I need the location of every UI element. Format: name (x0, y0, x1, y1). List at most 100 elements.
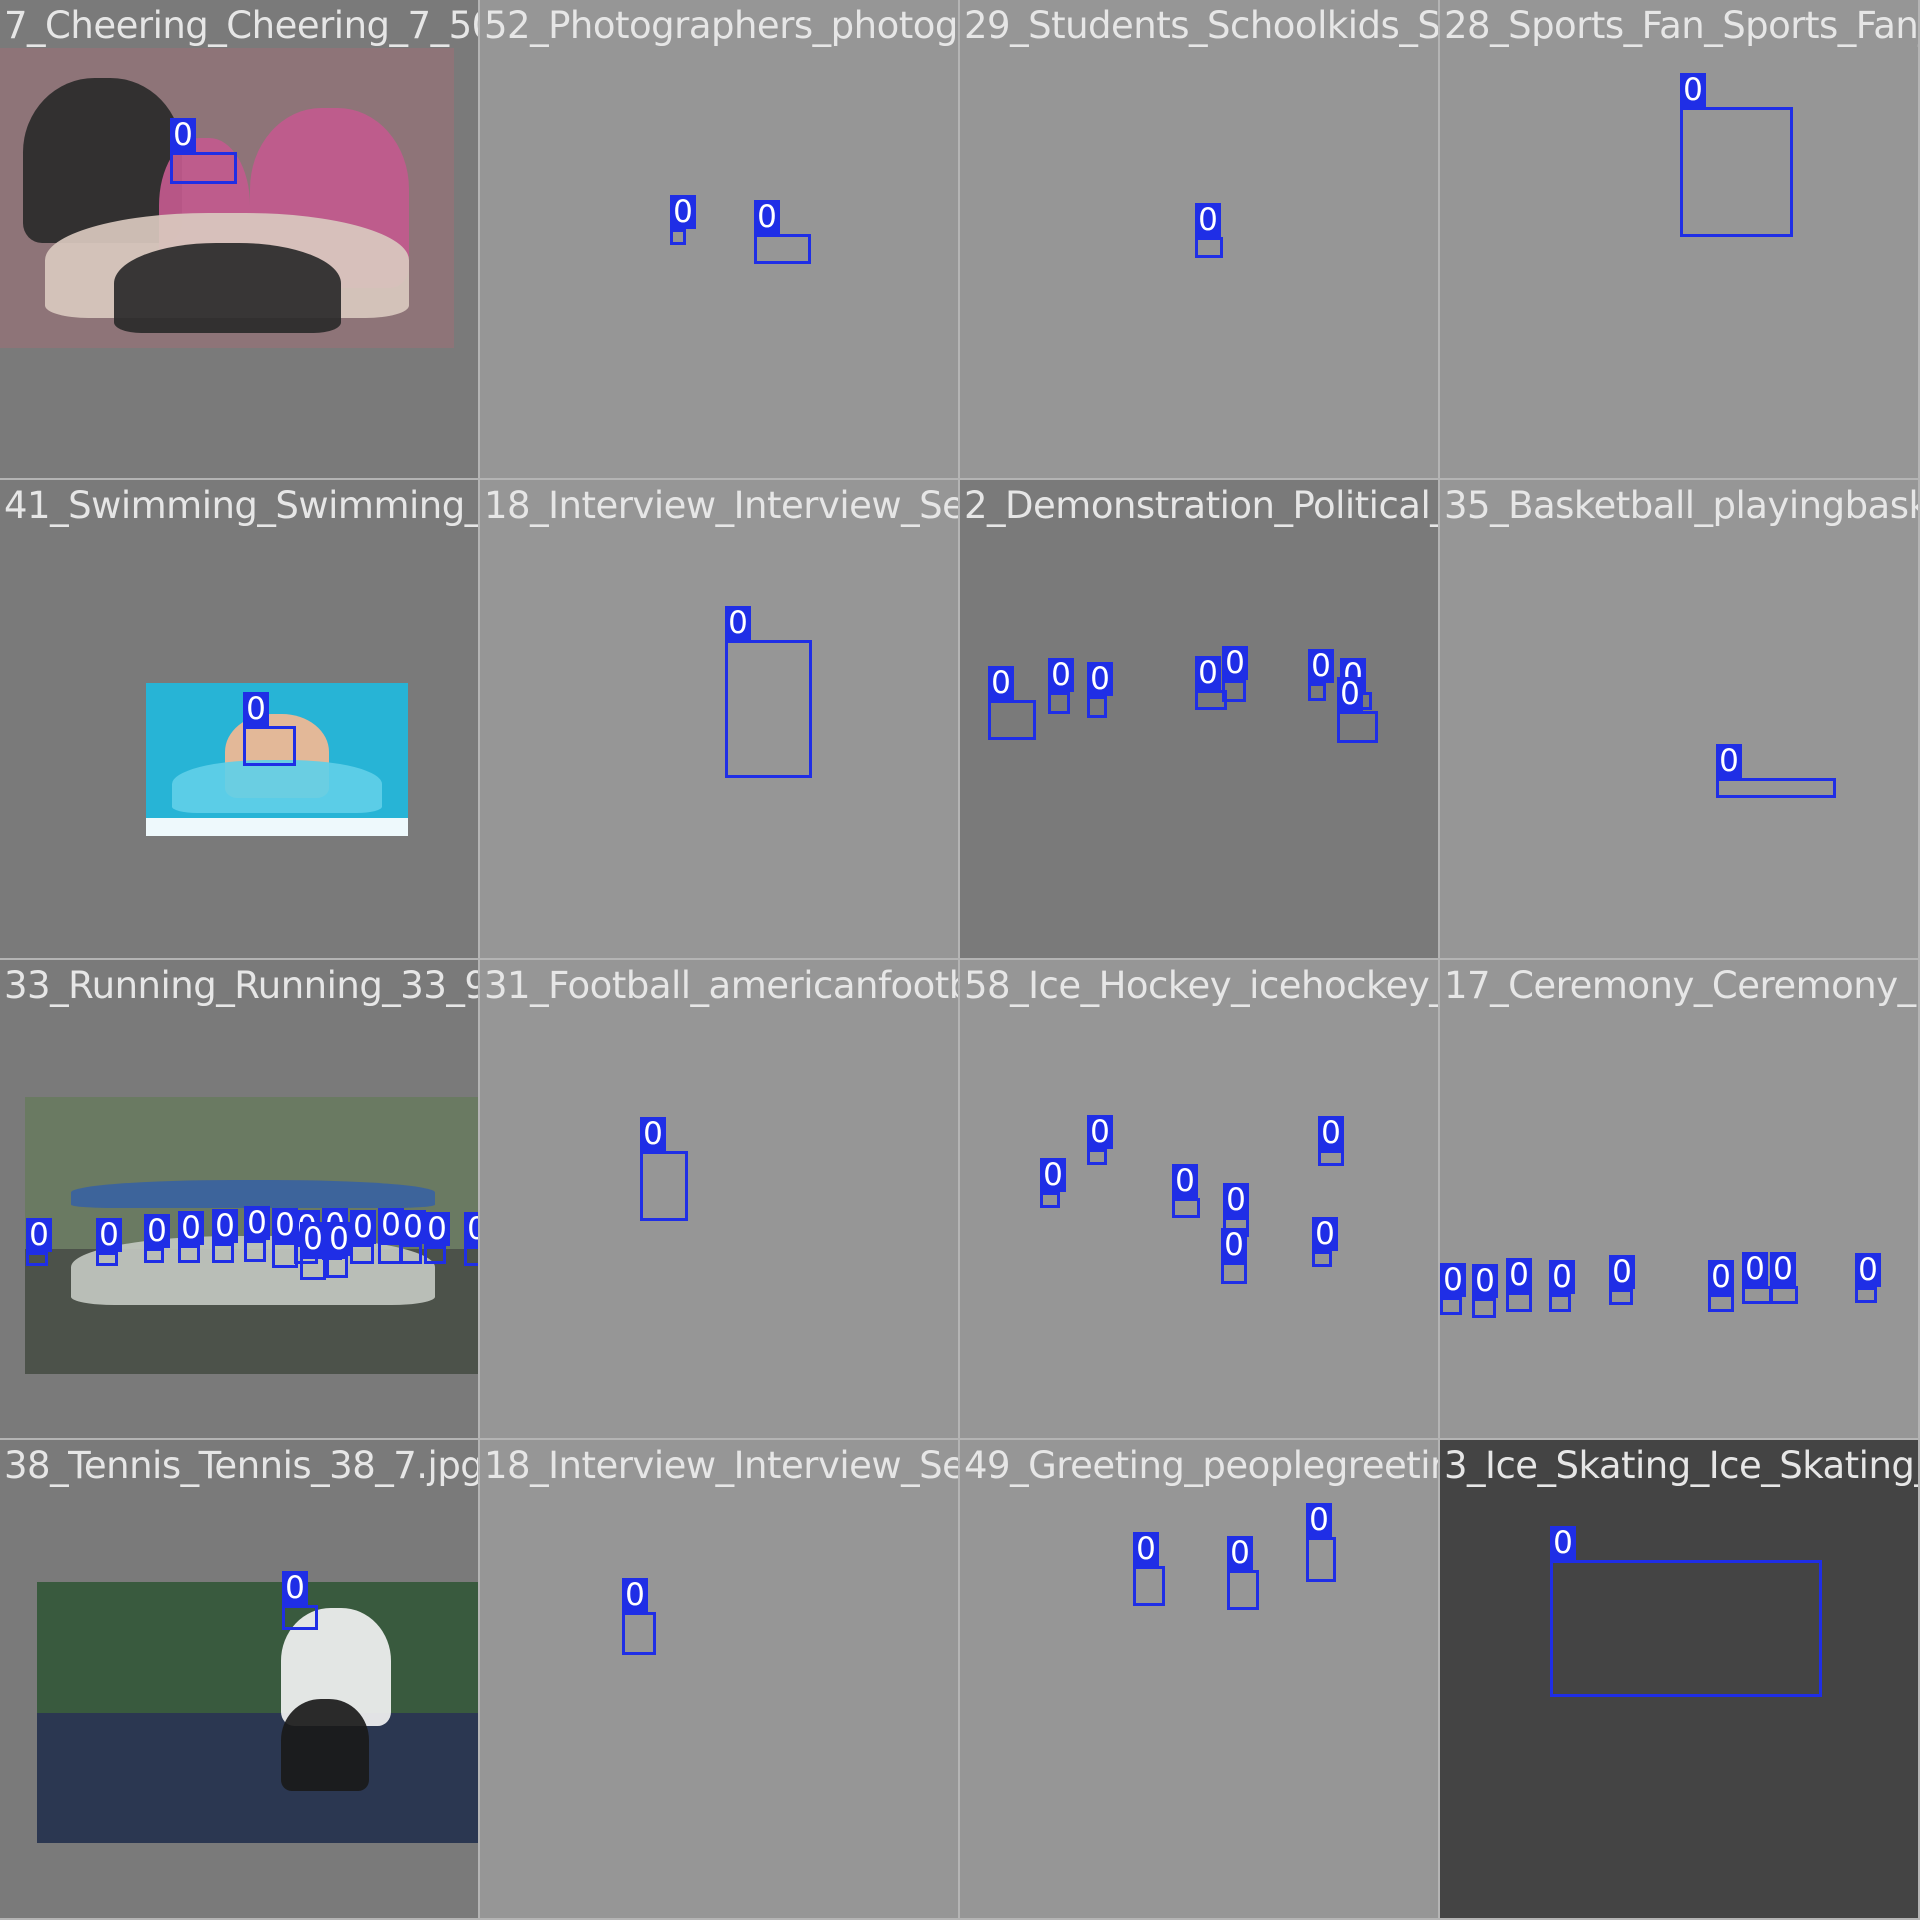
tile-filename: 33_Running_Running_33_96.jpg (4, 964, 478, 1007)
face-detection-box: 0 (170, 118, 237, 184)
mosaic-tile: Clip49_Greeting_peoplegreeting_49_56.jpg… (960, 1440, 1440, 1920)
class-label-tag: 0 (282, 1571, 308, 1605)
class-label-tag: 0 (378, 1208, 404, 1242)
mosaic-tile: 17_Ceremony_Ceremony_17_6.jpg000000000 (1440, 960, 1920, 1440)
tile-filename: 28_Sports_Fan_Sports_Fan_28 (1444, 4, 1919, 47)
tile-photo (146, 683, 408, 836)
face-detection-box: 0 (1172, 1164, 1200, 1218)
class-label-tag: 0 (272, 1208, 298, 1242)
tile-filename: 7_Cheering_Cheering_7_506.jpg (4, 4, 478, 47)
class-label-tag: 0 (1172, 1164, 1198, 1198)
photo-region (37, 1582, 478, 1713)
class-label-tag: 0 (96, 1218, 122, 1252)
class-label-tag: 0 (1855, 1253, 1881, 1287)
face-detection-box: 0 (282, 1571, 318, 1630)
tile-filename: 52_Photographers_photographertakingphoto… (484, 4, 958, 47)
face-detection-box: 0 (1087, 662, 1113, 718)
class-label-tag: 0 (988, 666, 1014, 700)
face-detection-box: 0 (1855, 1253, 1881, 1303)
face-detection-box: 0 (1472, 1264, 1498, 1318)
photo-region (37, 1712, 478, 1843)
face-detection-box: 0 (1708, 1260, 1734, 1312)
class-label-tag: 0 (640, 1117, 666, 1151)
face-detection-box: 0 (1195, 203, 1223, 258)
mosaic-tile: 33_Running_Running_33_96.jpg000000000000… (0, 960, 480, 1440)
class-label-tag: 0 (1087, 1115, 1113, 1149)
face-detection-box: 0 (464, 1212, 478, 1266)
tile-filename: 18_Interview_Interview_Sequences_18_69.j… (484, 484, 958, 527)
class-label-tag: 0 (464, 1212, 478, 1246)
class-label-tag: 0 (1440, 1263, 1466, 1297)
face-detection-box: 0 (272, 1208, 298, 1268)
face-detection-box: 0 (1318, 1116, 1344, 1166)
class-label-tag: 0 (1708, 1260, 1734, 1294)
class-label-tag: 0 (1221, 1228, 1247, 1262)
face-detection-box: 0 (1506, 1258, 1532, 1312)
face-detection-box: 0 (326, 1222, 352, 1278)
face-detection-box: 0 (1040, 1158, 1066, 1208)
class-label-tag: 0 (1716, 744, 1742, 778)
face-detection-box: 0 (1227, 1536, 1259, 1610)
photo-region (172, 759, 382, 814)
face-detection-box: 0 (670, 195, 696, 245)
face-detection-box: 0 (212, 1209, 238, 1263)
class-label-tag: 0 (1087, 662, 1113, 696)
class-label-tag: 0 (725, 606, 751, 640)
class-label-tag: 0 (1040, 1158, 1066, 1192)
face-detection-box: 0 (400, 1210, 426, 1264)
class-label-tag: 0 (670, 195, 696, 229)
face-detection-box: 0 (244, 1206, 270, 1262)
photo-region (70, 1180, 435, 1208)
face-detection-box: 0 (622, 1578, 656, 1655)
face-detection-box: 0 (378, 1208, 404, 1264)
class-label-tag: 0 (424, 1212, 450, 1246)
class-label-tag: 0 (754, 200, 780, 234)
mosaic-tile: 2_Demonstration_Political_Rally_2_329.jp… (960, 480, 1440, 960)
class-label-tag: 0 (26, 1218, 52, 1252)
class-label-tag: 0 (1550, 1526, 1576, 1560)
face-detection-box: 0 (350, 1210, 376, 1264)
face-detection-box: 0 (754, 200, 811, 264)
tile-filename: 3_Ice_Skating_Ice_Skating_3_949.jpg (1444, 1444, 1920, 1487)
class-label-tag: 0 (622, 1578, 648, 1612)
face-detection-box: 0 (1337, 677, 1378, 743)
class-label-tag: 0 (1195, 203, 1221, 237)
face-detection-box: 0 (1716, 744, 1836, 798)
class-label-tag: 0 (1222, 646, 1248, 680)
photo-region (113, 243, 341, 333)
mosaic-tile: 41_Swimming_Swimming_41_132.jpg 0 (0, 480, 480, 960)
mosaic-tile: 58_Ice_Hockey_icehockey_puck_58_200.jpg 0… (960, 960, 1440, 1440)
face-detection-box: 0 (424, 1212, 450, 1264)
face-detection-box: 0 (1222, 646, 1248, 702)
tile-photo (0, 48, 454, 348)
class-label-tag: 0 (350, 1210, 376, 1244)
class-label-tag: 0 (300, 1222, 326, 1256)
class-label-tag: 0 (1195, 656, 1221, 690)
mosaic-tile: 29_Students_Schoolkids_Students_Schoolki… (960, 0, 1440, 480)
face-detection-box: 0 (1550, 1526, 1822, 1697)
class-label-tag: 0 (1337, 677, 1363, 711)
mosaic-tile: 7_Cheering_Cheering_7_506.jpg 0 (0, 0, 480, 480)
tile-filename: 18_Interview_Interview_Sequences_18_405.… (484, 1444, 958, 1487)
class-label-tag: 0 (1306, 1503, 1332, 1537)
mosaic-tile: NBCBARCLAYS31_Football_americanfootball_… (480, 960, 960, 1440)
tile-filename: 29_Students_Schoolkids_Students_Schoolki… (964, 4, 1440, 47)
face-detection-box: 0 (1549, 1260, 1575, 1312)
class-label-tag: 0 (1472, 1264, 1498, 1298)
class-label-tag: 0 (1048, 658, 1074, 692)
class-label-tag: 0 (1609, 1255, 1635, 1289)
face-detection-box: 0 (1609, 1255, 1635, 1305)
tile-filename: 17_Ceremony_Ceremony_17_6.jpg (1444, 964, 1918, 1007)
class-label-tag: 0 (1549, 1260, 1575, 1294)
mosaic-tile: 35_Basketball_playingbasketball_35_680.j… (1440, 480, 1920, 960)
class-label-tag: 0 (1133, 1532, 1159, 1566)
class-label-tag: 0 (1318, 1116, 1344, 1150)
face-detection-box: 0 (96, 1218, 122, 1266)
face-detection-box: 0 (1133, 1532, 1165, 1606)
face-detection-box: 0 (1440, 1263, 1466, 1315)
face-detection-box: 0 (300, 1222, 326, 1280)
mosaic-tile: 38_Tennis_Tennis_38_7.jpg 0 (0, 1440, 480, 1920)
class-label-tag: 0 (1680, 73, 1706, 107)
tile-filename: 38_Tennis_Tennis_38_7.jpg (4, 1444, 480, 1487)
face-detection-box: 0 (243, 692, 296, 766)
